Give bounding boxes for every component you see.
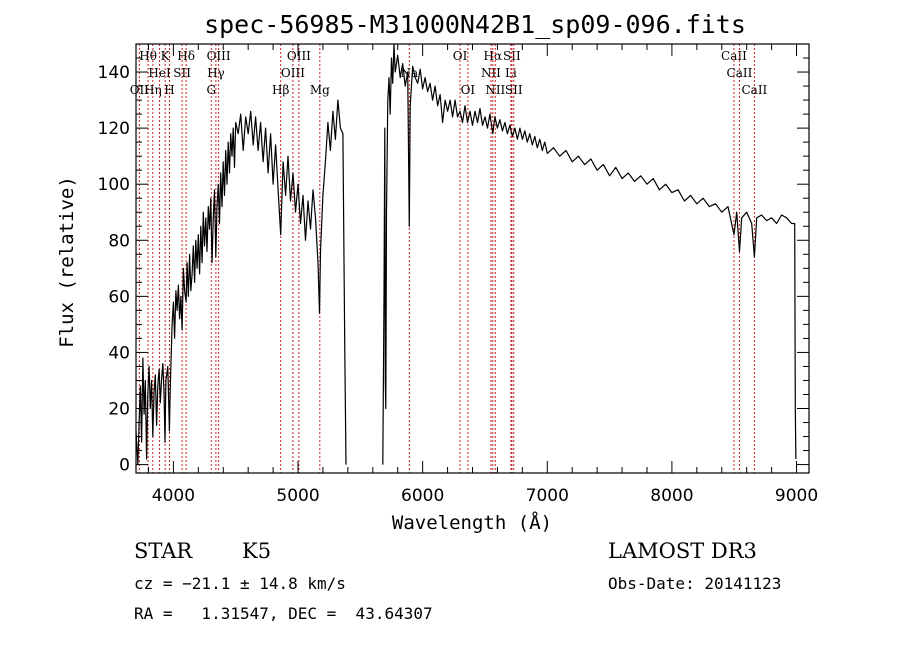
redshift-velocity: cz = −21.1 ± 14.8 km/s <box>134 574 346 593</box>
line-label-9: Hγ <box>207 66 225 80</box>
x-tick-label-5: 9000 <box>775 486 818 506</box>
y-tick-label-2: 40 <box>108 343 130 363</box>
line-label-7: Hδ <box>177 49 195 63</box>
x-tick-label-0: 4000 <box>152 486 195 506</box>
coordinates: RA = 1.31547, DEC = 43.64307 <box>134 604 433 623</box>
y-tick-label-3: 60 <box>108 287 130 307</box>
line-label-12: OIII <box>281 66 305 80</box>
line-label-25: CaII <box>727 66 753 80</box>
line-label-10: OIII <box>207 49 231 63</box>
line-label-18: NII <box>481 66 501 80</box>
series-flux-segment-0 <box>135 99 347 466</box>
line-label-1: OII <box>130 83 150 97</box>
line-label-17: OI <box>461 83 476 97</box>
y-axis-label: Flux (relative) <box>56 176 78 348</box>
x-tick-label-4: 8000 <box>650 486 693 506</box>
line-label-22: SII <box>503 49 521 63</box>
y-tick-label-5: 100 <box>98 175 130 195</box>
line-label-13: OIII <box>287 49 311 63</box>
chart-title: spec-56985-M31000N42B1_sp09-096.fits <box>204 10 746 39</box>
line-label-0: Hθ <box>139 49 157 63</box>
x-tick-label-3: 7000 <box>526 486 569 506</box>
y-tick-label-6: 120 <box>98 119 130 139</box>
y-tick-label-4: 80 <box>108 231 130 251</box>
line-label-21: Li <box>505 66 517 80</box>
spectrum-series <box>135 43 797 466</box>
line-label-16: OI <box>453 49 468 63</box>
line-label-24: CaII <box>721 49 747 63</box>
line-label-23: SII <box>505 83 523 97</box>
axes: 4000 5000 6000 7000 8000 9000 0 20 40 60 80 100 120 1… <box>98 43 818 506</box>
y-tick-label-7: 140 <box>98 63 130 83</box>
survey-name: LAMOST DR3 <box>608 539 757 563</box>
line-label-8: G <box>206 83 216 97</box>
x-tick-label-2: 6000 <box>401 486 444 506</box>
x-tick-label-1: 5000 <box>276 486 319 506</box>
line-label-20: NII <box>485 83 505 97</box>
object-class: STAR <box>134 539 193 563</box>
line-label-2: Hη <box>144 83 162 97</box>
observation-date: Obs-Date: 20141123 <box>608 574 782 593</box>
line-label-5: H <box>164 83 174 97</box>
line-label-26: CaII <box>741 83 767 97</box>
line-label-6: SII <box>173 66 191 80</box>
line-label-4: K <box>161 49 171 63</box>
x-axis-label: Wavelength (Å) <box>392 511 552 534</box>
y-tick-label-1: 20 <box>108 400 130 420</box>
y-tick-label-0: 0 <box>119 456 130 476</box>
series-flux-segment-1 <box>382 43 797 465</box>
line-label-11: Hβ <box>272 83 289 97</box>
line-label-3: HeI <box>148 66 171 80</box>
plot-frame <box>135 43 810 474</box>
subclass: K5 <box>242 539 272 563</box>
line-label-14: Mg <box>310 83 330 97</box>
line-label-19: Hα <box>484 49 503 63</box>
